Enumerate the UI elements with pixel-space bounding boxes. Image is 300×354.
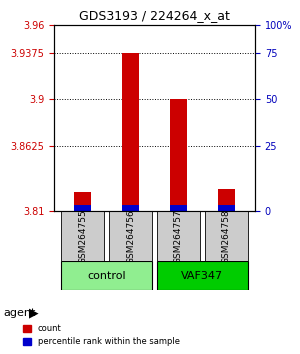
Legend: count, percentile rank within the sample: count, percentile rank within the sample: [19, 321, 183, 350]
Bar: [74, 205, 91, 211]
Title: GDS3193 / 224264_x_at: GDS3193 / 224264_x_at: [79, 9, 230, 22]
FancyBboxPatch shape: [157, 261, 248, 290]
FancyBboxPatch shape: [61, 261, 152, 290]
Bar: [170, 205, 187, 211]
Text: GSM264757: GSM264757: [174, 209, 183, 264]
FancyBboxPatch shape: [157, 211, 200, 261]
FancyBboxPatch shape: [61, 211, 104, 261]
Bar: [74, 192, 91, 211]
Text: VAF347: VAF347: [181, 271, 224, 281]
Text: agent: agent: [3, 308, 35, 318]
Text: control: control: [87, 271, 126, 281]
Text: GSM264756: GSM264756: [126, 209, 135, 264]
Bar: [218, 189, 235, 211]
FancyBboxPatch shape: [109, 211, 152, 261]
Text: GSM264758: GSM264758: [222, 209, 231, 264]
Bar: [122, 53, 139, 211]
Bar: [170, 99, 187, 211]
Text: GSM264755: GSM264755: [78, 209, 87, 264]
FancyBboxPatch shape: [205, 211, 248, 261]
Bar: [218, 205, 235, 211]
Bar: [122, 205, 139, 211]
Text: ▶: ▶: [28, 307, 38, 320]
